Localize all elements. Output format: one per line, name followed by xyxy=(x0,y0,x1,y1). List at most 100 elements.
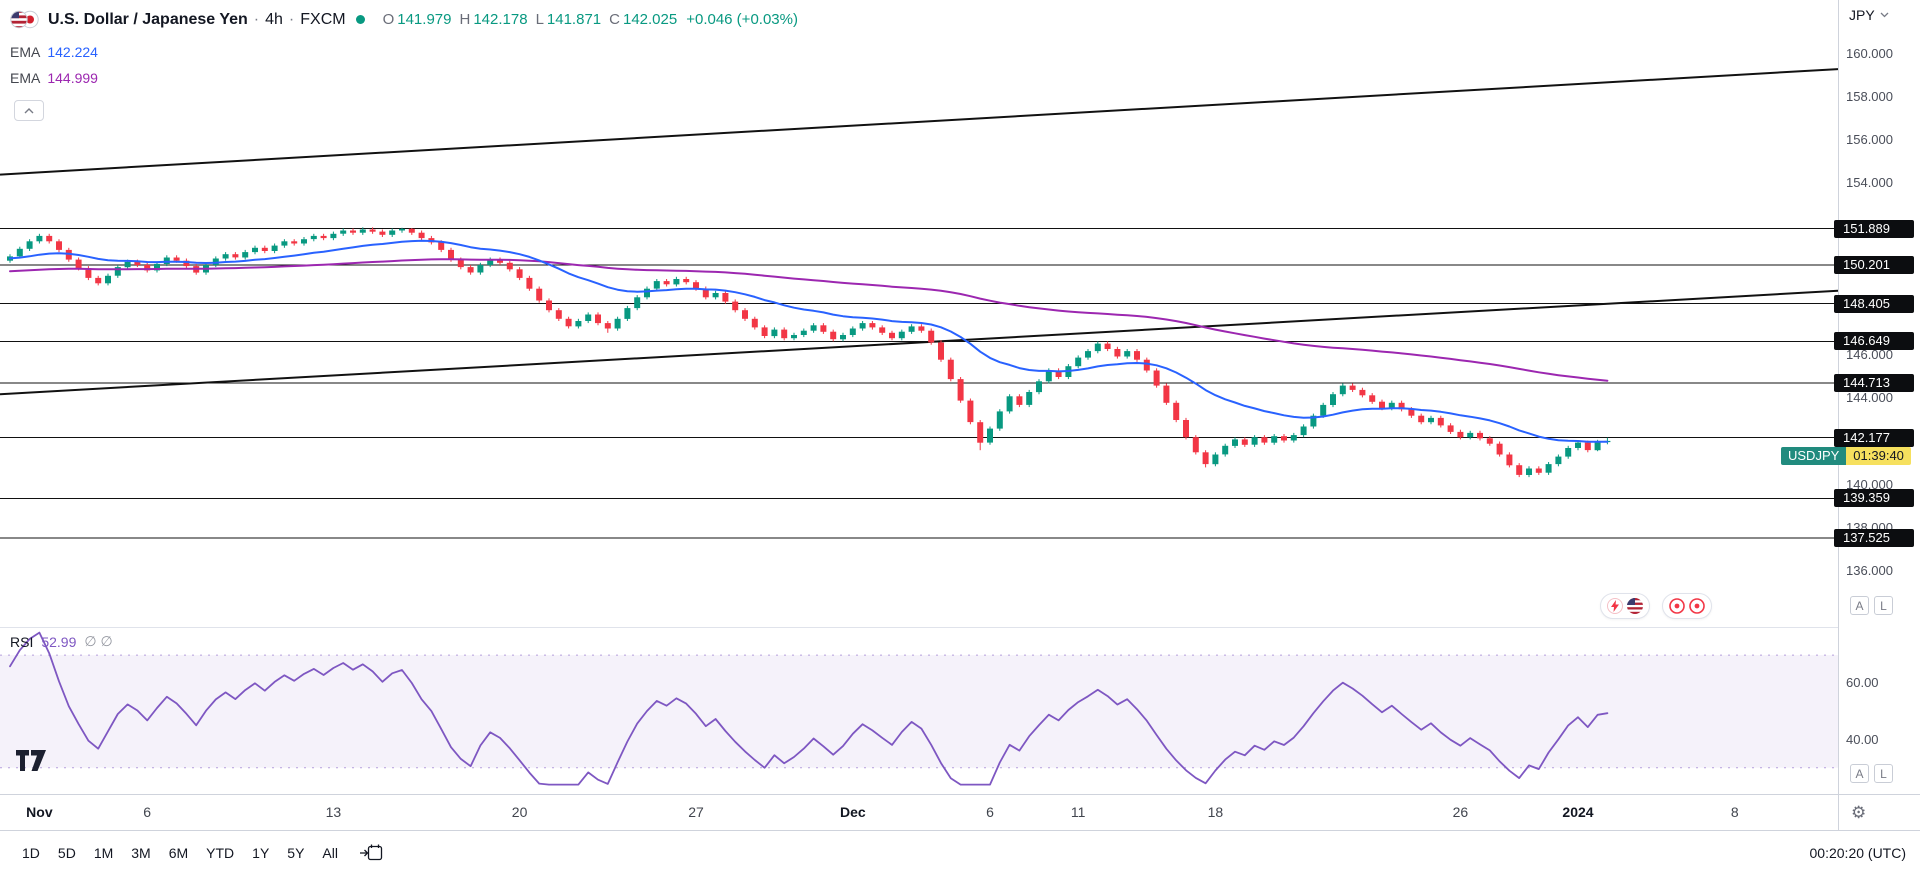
time-axis-label: 2024 xyxy=(1562,804,1594,820)
low-label: L xyxy=(535,11,544,28)
price-axis-tick: 160.000 xyxy=(1846,46,1893,61)
countdown-tag: USDJPY 01:39:40 xyxy=(1781,447,1911,465)
time-axis-label: 11 xyxy=(1070,804,1086,820)
ohlc-readout: O 141.979 H 142.178 L 141.871 C 142.025 +0.0… xyxy=(375,11,798,28)
range-button-5y[interactable]: 5Y xyxy=(279,840,312,866)
price-axis-tick: 156.000 xyxy=(1846,132,1893,148)
rsi-log-scale-button[interactable]: L xyxy=(1874,764,1893,783)
price-axis-tick: 146.000 xyxy=(1846,347,1893,363)
time-axis-label: 20 xyxy=(511,804,528,820)
calendar-icon xyxy=(359,844,384,862)
time-axis-label: 8 xyxy=(1730,804,1739,820)
flash-icon xyxy=(1607,598,1623,614)
symbol-title[interactable]: U.S. Dollar / Japanese Yen xyxy=(48,10,248,28)
economic-events-pill[interactable] xyxy=(1600,593,1650,619)
high-value: 142.178 xyxy=(473,11,528,28)
price-axis-tick: 154.000 xyxy=(1846,175,1893,191)
range-button-5d[interactable]: 5D xyxy=(50,840,84,866)
time-axis[interactable]: Nov 6 13 20 27 Dec 6 11 18 26 2024 8 xyxy=(0,794,1920,830)
separator: · xyxy=(253,10,260,28)
market-status-dot[interactable] xyxy=(355,15,365,24)
countdown-timer: 01:39:40 xyxy=(1846,447,1911,465)
goto-date-button[interactable] xyxy=(359,844,384,862)
price-axis-tick: 158.000 xyxy=(1846,89,1893,105)
chevron-down-icon xyxy=(1880,12,1889,18)
rsi-scale-controls: A L xyxy=(1850,764,1893,783)
tradingview-logo[interactable] xyxy=(16,750,48,777)
earnings-events-pill[interactable] xyxy=(1662,593,1712,619)
currency-label: JPY xyxy=(1849,7,1875,23)
indicator-legend-ema-slow[interactable]: EMA 144.999 xyxy=(10,70,98,86)
gear-icon[interactable]: ⚙ xyxy=(1851,802,1867,822)
range-button-1d[interactable]: 1D xyxy=(14,840,48,866)
ema-slow-value: 144.999 xyxy=(47,70,98,86)
price-scale[interactable]: JPY A L A L 160.000 158.000 156.000 154.000… xyxy=(1834,0,1920,794)
price-axis-tick: 140.000 xyxy=(1846,476,1893,492)
time-axis-label: 6 xyxy=(986,804,994,820)
ema-fast-label: EMA xyxy=(10,44,41,60)
auto-scale-button[interactable]: A xyxy=(1850,596,1869,615)
close-value: 142.025 xyxy=(622,11,678,28)
price-level-tag[interactable]: 146.649 xyxy=(1834,332,1914,351)
ema-slow-line[interactable] xyxy=(9,258,1609,382)
interval-label[interactable]: 4h xyxy=(265,10,283,28)
range-button-all[interactable]: All xyxy=(314,840,346,866)
price-level-tag[interactable]: 139.359 xyxy=(1834,489,1914,508)
us-flag-icon xyxy=(1627,598,1643,614)
range-switcher: 1D 5D 1M 3M 6M YTD 1Y 5Y All xyxy=(14,840,384,866)
price-scale-currency-menu[interactable]: JPY xyxy=(1849,7,1889,23)
range-button-6m[interactable]: 6M xyxy=(161,840,196,866)
close-label: C xyxy=(609,11,620,28)
price-level-tag[interactable]: 148.405 xyxy=(1834,294,1914,313)
log-scale-button[interactable]: L xyxy=(1874,596,1893,615)
ema-fast-line[interactable] xyxy=(9,239,1609,443)
rsi-legend[interactable]: RSI 52.99 ∅ ∅ xyxy=(10,633,113,650)
rsi-axis-tick: 40.00 xyxy=(1846,731,1879,747)
change-value: +0.046 (+0.03%) xyxy=(686,11,798,28)
trendlines[interactable] xyxy=(0,68,1838,396)
main-scale-controls: A L xyxy=(1850,596,1893,615)
candles-layer[interactable] xyxy=(7,227,1611,478)
rsi-value: 52.99 xyxy=(41,633,77,650)
price-level-tag[interactable]: 142.177 xyxy=(1834,428,1914,447)
rsi-line[interactable] xyxy=(9,631,1609,786)
time-axis-label: 6 xyxy=(143,804,152,820)
timezone-clock[interactable]: 00:20:20 (UTC) xyxy=(1809,844,1906,861)
indicator-legend-ema-fast[interactable]: EMA 142.224 xyxy=(10,44,98,60)
rsi-auto-scale-button[interactable]: A xyxy=(1850,764,1869,783)
ema-fast-value: 142.224 xyxy=(47,44,98,60)
time-axis-label: Nov xyxy=(26,804,53,820)
rsi-hidden-values: ∅ ∅ xyxy=(84,633,113,649)
symbol-legend: U.S. Dollar / Japanese Yen · 4h · FXCM O… xyxy=(10,10,798,29)
price-level-tag[interactable]: 137.525 xyxy=(1834,528,1914,547)
chevron-up-icon xyxy=(24,107,34,114)
range-button-ytd[interactable]: YTD xyxy=(198,840,242,866)
high-label: H xyxy=(459,11,471,28)
axis-settings-corner: ⚙ xyxy=(1838,794,1920,830)
pane-divider[interactable] xyxy=(0,627,1920,628)
time-axis-label: 18 xyxy=(1207,804,1224,820)
price-level-tag[interactable]: 150.201 xyxy=(1834,255,1914,274)
time-axis-label: 13 xyxy=(325,804,342,820)
open-label: O xyxy=(382,11,395,28)
countdown-symbol: USDJPY xyxy=(1781,447,1847,465)
rsi-axis-tick: 60.00 xyxy=(1846,675,1879,691)
range-button-1m[interactable]: 1M xyxy=(86,840,121,866)
time-axis-label: 27 xyxy=(688,804,704,820)
exchange-label[interactable]: FXCM xyxy=(300,10,346,28)
main-chart-canvas[interactable] xyxy=(0,0,1838,794)
instrument-logo-icon xyxy=(10,10,40,29)
event-markers xyxy=(1600,593,1712,619)
low-value: 141.871 xyxy=(546,11,602,28)
range-button-1y[interactable]: 1Y xyxy=(244,840,277,866)
level-lines[interactable] xyxy=(0,228,1838,539)
collapse-legend-button[interactable] xyxy=(14,100,44,121)
separator: · xyxy=(288,10,295,28)
target-icon xyxy=(1669,598,1685,614)
price-level-tag[interactable]: 144.713 xyxy=(1834,374,1914,393)
price-axis-tick: 144.000 xyxy=(1846,390,1893,406)
range-button-3m[interactable]: 3M xyxy=(123,840,158,866)
price-level-tag[interactable]: 151.889 xyxy=(1834,219,1914,238)
ema-slow-label: EMA xyxy=(10,70,41,86)
